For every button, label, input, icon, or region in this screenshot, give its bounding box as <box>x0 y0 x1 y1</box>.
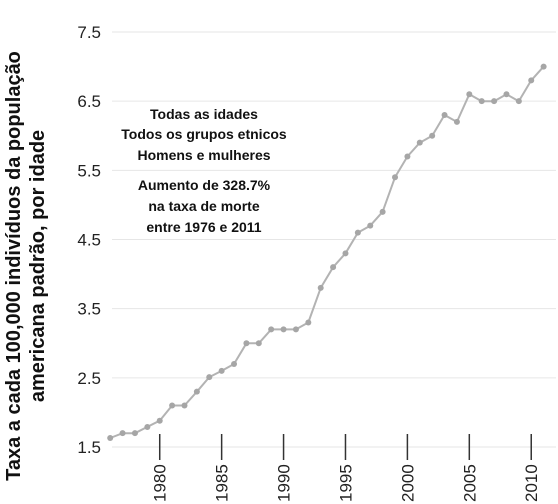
x-tick-label: 2005 <box>460 464 479 502</box>
data-point <box>107 435 114 442</box>
data-point <box>342 250 349 257</box>
data-point <box>379 208 386 215</box>
data-point <box>528 77 535 84</box>
data-point <box>330 264 337 271</box>
y-tick-label: 3.5 <box>77 300 101 319</box>
data-point <box>491 98 498 105</box>
y-tick-label: 4.5 <box>77 231 101 250</box>
annotation-line-1: Todas as idades <box>150 106 258 122</box>
data-point <box>181 402 188 409</box>
y-tick-label: 7.5 <box>77 23 101 42</box>
data-point <box>416 139 423 146</box>
x-tick-label: 1995 <box>336 464 355 502</box>
series-points <box>107 63 547 442</box>
data-point <box>478 98 485 105</box>
annotation-line-6: entre 1976 e 2011 <box>146 219 261 235</box>
data-point <box>367 222 374 229</box>
data-point <box>540 63 547 70</box>
data-point <box>268 326 275 333</box>
gridlines <box>112 31 556 379</box>
data-point <box>429 132 436 139</box>
series-line <box>109 65 545 439</box>
data-point <box>466 91 473 98</box>
y-tick-label: 2.5 <box>77 369 101 388</box>
data-point <box>515 98 522 105</box>
data-point <box>255 340 262 347</box>
data-point <box>243 340 250 347</box>
data-point <box>193 388 200 395</box>
data-point <box>144 423 151 430</box>
data-point <box>354 229 361 236</box>
y-tick-label: 6.5 <box>77 92 101 111</box>
x-tick-label: 2000 <box>398 464 417 502</box>
data-point <box>218 367 225 374</box>
data-point <box>280 326 287 333</box>
x-tick-label: 1990 <box>275 464 294 502</box>
data-point <box>156 417 163 424</box>
x-tick-label: 1985 <box>213 464 232 502</box>
y-tick-label: 5.5 <box>77 161 101 180</box>
x-axis-ticks: 1980 1985 1990 1995 2000 2005 2010 <box>151 434 541 502</box>
annotation-line-2: Todos os grupos etnicos <box>121 126 287 142</box>
data-point <box>503 91 510 98</box>
y-tick-label: 1.5 <box>77 438 101 457</box>
data-point <box>131 430 138 437</box>
x-tick-label: 1980 <box>151 464 170 502</box>
y-axis-label-line-2: americana padrão, por idade <box>27 130 49 402</box>
data-point <box>119 430 126 437</box>
data-point <box>317 284 324 291</box>
annotation-line-5: na taxa de morte <box>148 198 259 214</box>
x-tick-label: 2010 <box>522 464 541 502</box>
data-point <box>441 112 448 118</box>
data-point <box>231 361 238 367</box>
data-point <box>453 118 460 125</box>
data-point <box>392 174 399 181</box>
data-point <box>292 326 299 333</box>
y-axis-label-line-1: Taxa a cada 100,000 indivíduos da popula… <box>3 51 25 481</box>
data-point <box>404 153 411 160</box>
annotation-box: Todas as idades Todos os grupos etnicos … <box>121 106 287 235</box>
annotation-line-3: Homens e mulheres <box>137 147 270 163</box>
y-axis-tick-labels: 1.5 2.5 3.5 4.5 5.5 6.5 7.5 <box>77 23 101 457</box>
data-point <box>206 374 213 381</box>
data-point <box>305 319 312 326</box>
annotation-line-4: Aumento de 328.7% <box>138 177 271 193</box>
data-point <box>169 402 176 409</box>
